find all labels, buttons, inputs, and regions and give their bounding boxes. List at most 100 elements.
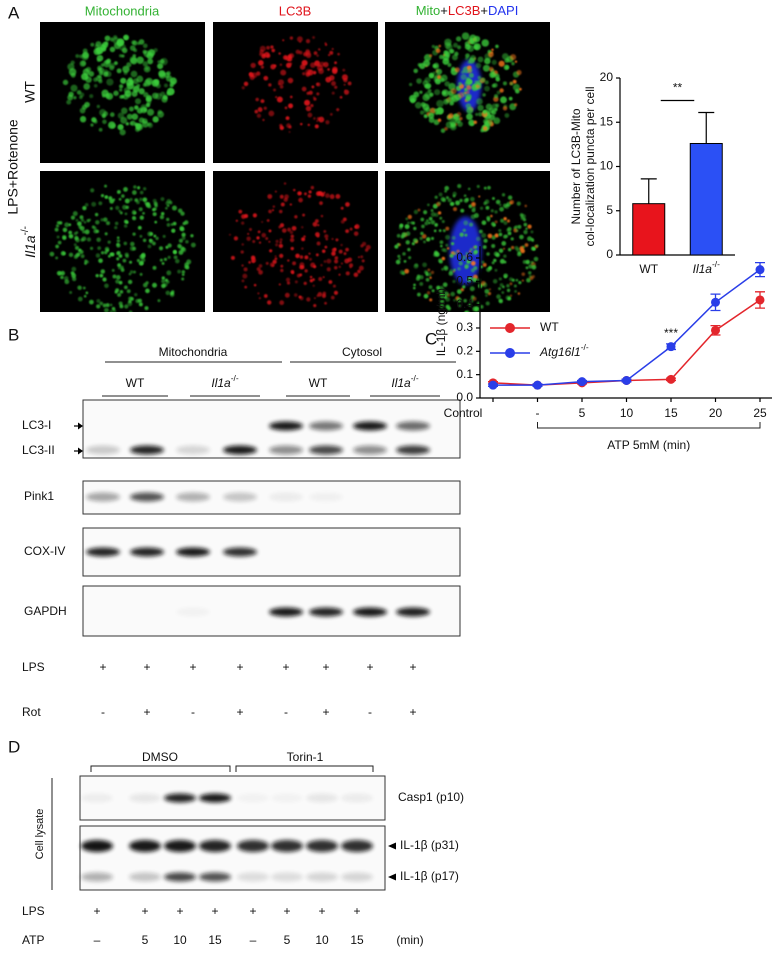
speck xyxy=(430,220,436,225)
speck xyxy=(82,205,87,211)
speck xyxy=(471,208,476,213)
speck xyxy=(134,198,139,203)
panel-label: C xyxy=(425,329,437,348)
speck xyxy=(279,84,284,89)
speck xyxy=(129,121,133,126)
speck xyxy=(477,75,482,80)
speck xyxy=(325,120,330,125)
speck xyxy=(463,298,468,303)
band xyxy=(176,445,210,455)
speck xyxy=(357,269,361,274)
speck xyxy=(126,289,131,294)
speck xyxy=(331,48,334,51)
speck xyxy=(190,234,194,238)
speck xyxy=(506,288,511,293)
speck xyxy=(109,310,113,312)
speck xyxy=(289,95,293,99)
speck xyxy=(422,93,430,102)
point xyxy=(666,342,676,352)
speck xyxy=(446,247,450,250)
speck xyxy=(88,71,95,77)
speck xyxy=(433,252,438,257)
speck xyxy=(268,229,272,233)
speck xyxy=(412,238,418,244)
x-tick-label: Il1a-/- xyxy=(693,259,720,276)
speck xyxy=(324,301,327,305)
speck xyxy=(79,54,83,59)
speck xyxy=(420,217,425,222)
speck xyxy=(427,203,430,207)
speck xyxy=(280,202,285,207)
speck xyxy=(304,269,308,273)
speck xyxy=(167,243,172,248)
speck xyxy=(449,253,454,258)
speck xyxy=(334,61,337,65)
speck xyxy=(165,206,168,210)
speck xyxy=(68,252,74,258)
speck xyxy=(512,79,517,84)
speck xyxy=(463,220,469,226)
speck xyxy=(68,68,77,76)
speck xyxy=(121,54,125,58)
speck xyxy=(465,252,469,255)
speck xyxy=(139,272,143,276)
speck xyxy=(301,86,307,92)
speck xyxy=(100,218,104,222)
speck xyxy=(279,223,285,228)
speck xyxy=(498,277,502,281)
speck xyxy=(349,227,353,231)
speck xyxy=(485,301,490,306)
column-title: Mito+LC3B+DAPI xyxy=(416,3,519,18)
speck xyxy=(470,260,476,266)
speck xyxy=(501,291,505,294)
band xyxy=(237,840,269,852)
unit-label: (min) xyxy=(396,933,423,947)
speck xyxy=(441,256,446,261)
speck xyxy=(119,290,124,294)
speck xyxy=(429,276,432,279)
speck xyxy=(507,231,512,236)
speck xyxy=(473,249,479,254)
speck xyxy=(317,291,323,297)
speck xyxy=(331,91,335,95)
speck xyxy=(177,269,182,274)
speck xyxy=(161,276,166,280)
speck xyxy=(528,271,532,275)
speck xyxy=(443,265,448,271)
speck xyxy=(119,304,124,309)
speck xyxy=(438,258,443,263)
speck xyxy=(450,96,455,101)
speck xyxy=(340,219,345,224)
speck xyxy=(159,214,165,220)
speck xyxy=(254,109,259,114)
band xyxy=(164,872,196,882)
speck xyxy=(439,303,445,309)
speck xyxy=(283,182,287,185)
speck xyxy=(456,297,462,303)
speck xyxy=(514,290,517,293)
speck xyxy=(316,92,320,96)
speck xyxy=(511,278,515,282)
speck xyxy=(481,260,485,264)
condition-value: + xyxy=(409,705,416,719)
band xyxy=(129,872,161,882)
speck xyxy=(428,216,433,221)
speck xyxy=(444,126,448,131)
speck xyxy=(523,222,528,227)
speck xyxy=(312,278,315,281)
speck xyxy=(334,259,339,264)
speck xyxy=(125,79,133,87)
speck xyxy=(102,119,107,125)
bracket-label: ATP 5mM (min) xyxy=(607,438,690,452)
speck xyxy=(144,79,151,87)
speck xyxy=(512,83,520,91)
speck xyxy=(288,131,291,133)
y-tick-label: 0.6 xyxy=(456,250,473,264)
speck xyxy=(470,196,475,202)
speck xyxy=(270,64,276,70)
condition-value: 5 xyxy=(284,933,291,947)
band xyxy=(309,492,343,502)
speck xyxy=(488,288,491,291)
speck xyxy=(419,110,425,115)
speck xyxy=(165,290,171,296)
